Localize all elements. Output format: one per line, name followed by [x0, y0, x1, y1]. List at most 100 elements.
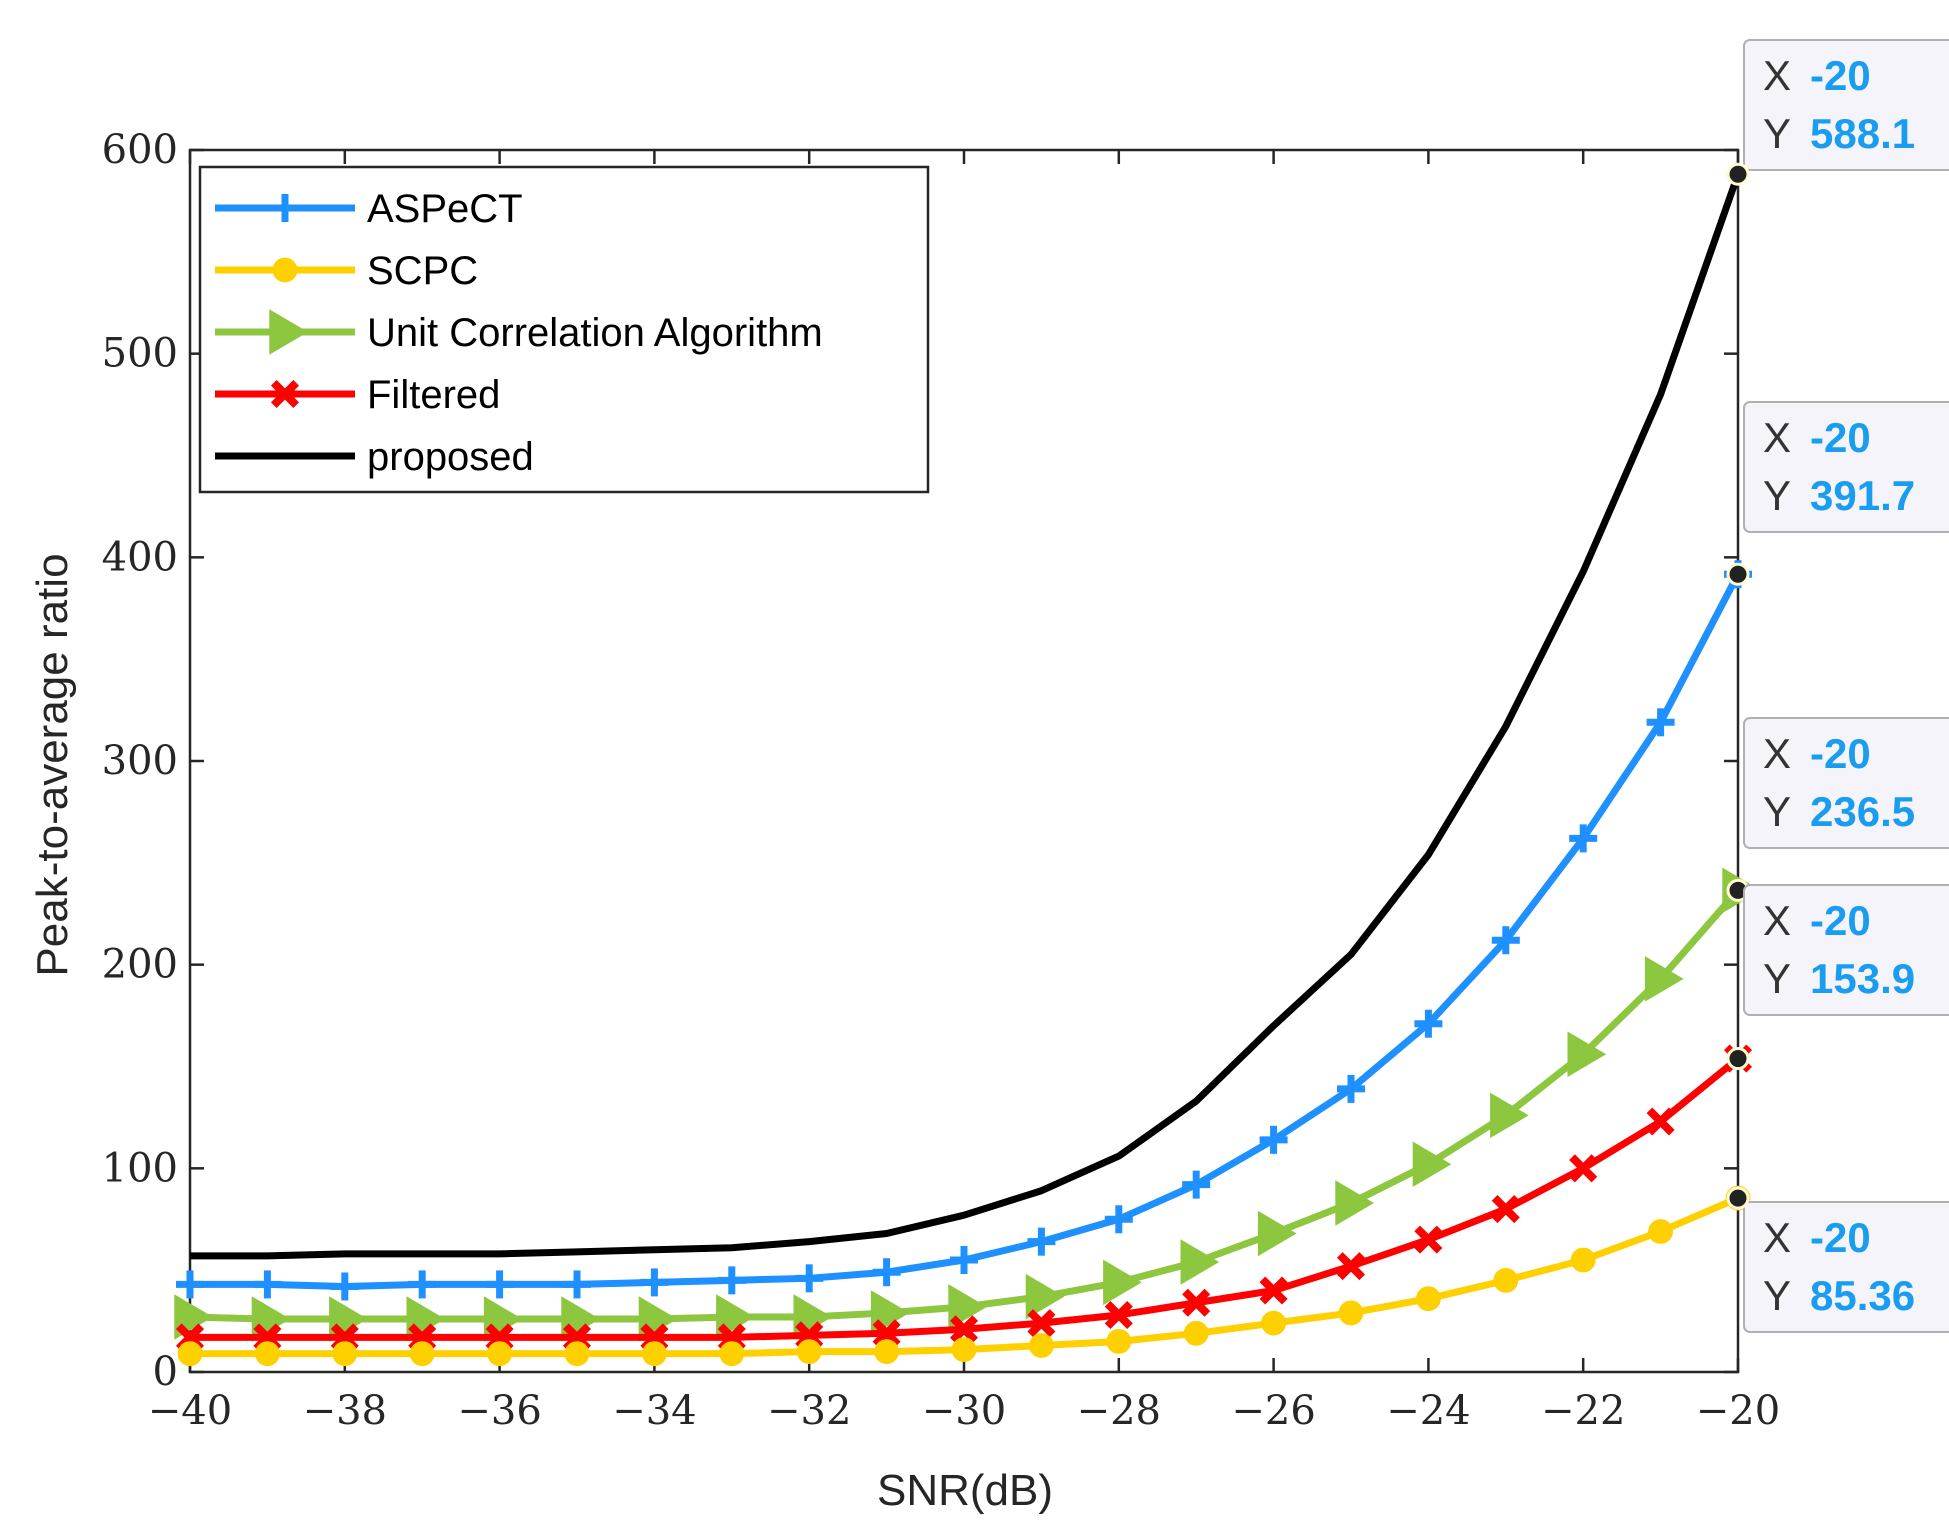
series-scpc	[177, 1185, 1751, 1367]
triangle-marker	[1412, 1141, 1452, 1188]
x-marker-b	[1104, 1300, 1133, 1330]
y-tick-label: 0	[153, 1349, 178, 1395]
datatip-x-label: X	[1763, 414, 1791, 461]
datatip[interactable]: X -20 Y 85.36	[1726, 1186, 1949, 1333]
circle-marker	[1493, 1267, 1519, 1293]
circle-marker	[272, 257, 298, 283]
datatip[interactable]: X -20 Y 391.7	[1726, 401, 1949, 586]
circle-marker	[255, 1341, 280, 1367]
datatip-x-label: X	[1763, 1214, 1791, 1261]
x-tick-label: −20	[1696, 1388, 1780, 1434]
datatip[interactable]: X -20 Y 588.1	[1726, 39, 1949, 186]
circle-marker	[1261, 1310, 1286, 1336]
circle-marker	[1570, 1247, 1596, 1273]
legend-label: Filtered	[367, 373, 500, 417]
x-tick-label: −32	[767, 1388, 851, 1434]
circle-marker	[409, 1341, 435, 1367]
legend-label: SCPC	[367, 249, 478, 293]
circle-marker	[719, 1341, 745, 1367]
x-tick-label: −30	[922, 1388, 1006, 1434]
triangle-marker	[1180, 1239, 1220, 1285]
circle-marker	[874, 1339, 899, 1365]
legend-item: Unit Correlation Algorithm	[215, 309, 823, 355]
triangle-marker	[1257, 1210, 1297, 1257]
datatip-point	[1726, 162, 1750, 186]
x-tick-label: −24	[1386, 1388, 1470, 1434]
x-tick-label: −38	[303, 1388, 387, 1434]
x-marker-b	[949, 1315, 979, 1344]
datatip-x-label: X	[1763, 52, 1791, 99]
triangle-marker	[948, 1284, 987, 1330]
x-tick-label: −34	[612, 1388, 696, 1434]
x-marker-b	[1569, 1154, 1598, 1183]
legend-label: Unit Correlation Algorithm	[367, 311, 823, 355]
circle-marker	[951, 1337, 977, 1362]
legend-label: proposed	[367, 435, 534, 479]
datatip[interactable]: X -20 Y 236.5	[1726, 717, 1949, 902]
datatips: X -20 Y 588.1 X -20 Y 391.7 X -20 Y 236.5 X -20 Y 153.9…	[1726, 39, 1949, 1333]
circle-marker	[177, 1341, 203, 1367]
triangle-marker	[1335, 1180, 1374, 1226]
triangle-marker	[1490, 1092, 1529, 1139]
y-tick-label: 400	[102, 534, 178, 580]
datatip-y-label: Y	[1763, 472, 1791, 519]
circle-marker	[1338, 1300, 1364, 1326]
legend-item: Filtered	[215, 373, 500, 417]
circle-marker	[1183, 1320, 1209, 1346]
x-marker-b	[1336, 1252, 1366, 1281]
datatip-x-value: -20	[1810, 730, 1871, 777]
datatip-y-value: 85.36	[1810, 1272, 1915, 1319]
datatip[interactable]: X -20 Y 153.9	[1726, 884, 1949, 1071]
datatip-y-value: 588.1	[1810, 110, 1915, 157]
datatip-box	[1743, 884, 1949, 1016]
legend-label: ASPeCT	[367, 187, 523, 231]
triangle-marker	[1103, 1259, 1142, 1306]
x-tick-label: −26	[1231, 1388, 1315, 1434]
datatip-y-label: Y	[1763, 110, 1791, 157]
legend-item: proposed	[215, 435, 534, 479]
datatip-y-value: 236.5	[1810, 788, 1915, 835]
triangle-marker	[1567, 1031, 1607, 1078]
x-tick-label: −40	[148, 1388, 232, 1434]
y-tick-label: 300	[102, 738, 178, 784]
triangle-marker	[1644, 956, 1684, 1002]
datatip-x-value: -20	[1810, 897, 1871, 944]
datatip-box	[1743, 401, 1949, 533]
datatip-box	[1743, 39, 1949, 171]
series-proposed	[190, 173, 1742, 1260]
series-line	[190, 173, 1742, 1260]
datatip-y-label: Y	[1763, 955, 1791, 1002]
datatip-x-label: X	[1763, 897, 1791, 944]
datatip-y-value: 153.9	[1810, 955, 1915, 1002]
x-axis-title: SNR(dB)	[877, 1466, 1053, 1515]
x-marker-b	[1646, 1107, 1675, 1136]
x-marker-b	[1414, 1225, 1443, 1254]
datatip-point	[1726, 562, 1750, 586]
x-marker-b	[1027, 1309, 1056, 1338]
y-tick-label: 500	[102, 331, 178, 377]
circle-marker	[1648, 1219, 1673, 1244]
x-marker-b	[872, 1319, 901, 1348]
x-marker-b	[1259, 1276, 1288, 1305]
x-tick-label: −28	[1077, 1388, 1161, 1434]
circle-marker	[1416, 1286, 1441, 1312]
datatip-x-value: -20	[1810, 414, 1871, 461]
x-marker-b	[1491, 1195, 1520, 1224]
x-marker-b	[1182, 1288, 1211, 1317]
x-tick-label: −22	[1541, 1388, 1625, 1434]
legend: ASPeCT SCPC Unit Correlation Algorithm Filt…	[198, 165, 930, 494]
datatip-x-value: -20	[1810, 52, 1871, 99]
circle-marker	[332, 1341, 358, 1367]
y-tick-label: 100	[102, 1145, 178, 1191]
y-axis-title: Peak-to-average ratio	[28, 553, 77, 976]
circle-marker	[1029, 1333, 1054, 1358]
circle-marker	[487, 1341, 513, 1367]
datatip-y-value: 391.7	[1810, 472, 1915, 519]
circle-marker	[796, 1339, 822, 1365]
legend-item: ASPeCT	[215, 187, 523, 231]
datatip-point	[1726, 1186, 1750, 1210]
circle-marker	[564, 1341, 590, 1367]
y-tick-label: 200	[102, 942, 178, 988]
legend-item: SCPC	[215, 249, 478, 293]
datatip-box	[1743, 1201, 1949, 1333]
